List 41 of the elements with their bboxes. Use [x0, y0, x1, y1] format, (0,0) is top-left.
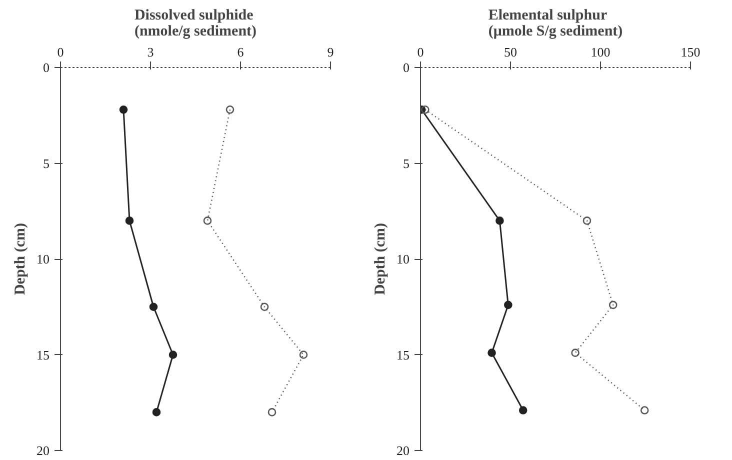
point: [496, 216, 504, 225]
y-axis-title: Depth (cm): [12, 222, 28, 296]
y-tick-label: 20: [36, 443, 50, 458]
y-tick-label: 10: [396, 252, 410, 266]
point: [152, 408, 161, 416]
point: [640, 406, 649, 414]
x-tick-label: 50: [504, 44, 517, 60]
point: [608, 300, 618, 310]
point: [203, 216, 212, 225]
y-tick-label: 0: [43, 60, 50, 75]
chart-title: Elemental sulphur (μmole S/g sediment): [488, 8, 623, 40]
point: [268, 408, 276, 416]
x-tick-label: 150: [680, 44, 700, 60]
x-tick-label: 0: [57, 44, 64, 60]
point: [488, 348, 496, 357]
y-tick-label: 20: [396, 443, 410, 458]
y-tick-label: 5: [43, 156, 50, 171]
point: [125, 216, 134, 225]
x-tick-label: 9: [327, 44, 334, 60]
x-tick-label: 100: [590, 44, 610, 60]
point: [168, 350, 178, 359]
y-tick-label: 15: [36, 347, 50, 362]
x-tick-label: 3: [147, 44, 154, 60]
point: [582, 216, 592, 225]
point: [421, 105, 430, 114]
y-tick-label: 10: [36, 252, 50, 266]
point: [149, 302, 158, 312]
point: [299, 350, 308, 359]
point: [260, 302, 269, 312]
point: [571, 348, 580, 357]
point: [504, 300, 512, 310]
y-axis-title: Depth (cm): [372, 222, 388, 296]
point: [119, 105, 128, 114]
y-tick-label: 5: [403, 156, 410, 171]
point: [518, 406, 528, 414]
point: [226, 105, 234, 114]
x-tick-label: 0: [417, 44, 424, 60]
x-tick-label: 6: [237, 44, 244, 60]
y-tick-label: 15: [396, 347, 410, 362]
chart-title: Dissolved sulphide (nmole/g sediment): [134, 8, 257, 40]
y-tick-label: 0: [403, 60, 410, 75]
